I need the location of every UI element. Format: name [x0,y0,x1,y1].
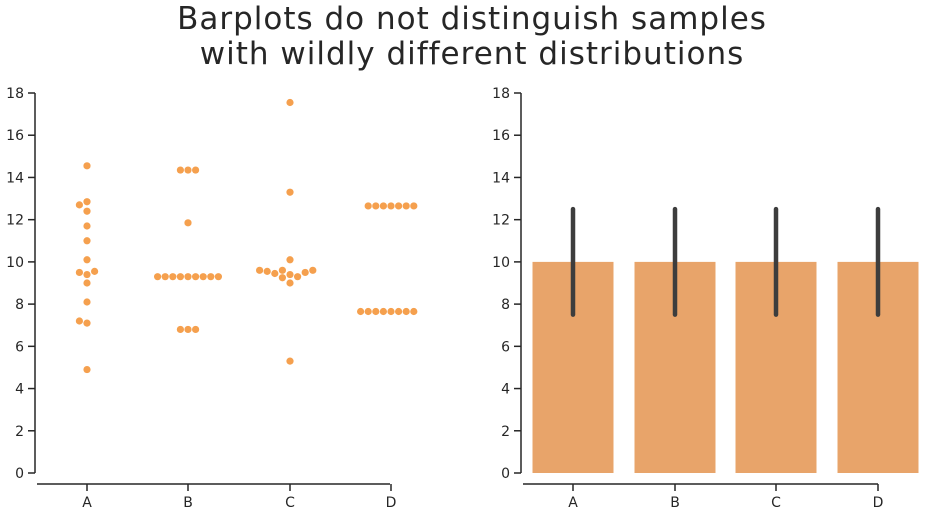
swarm-point-c [309,266,317,274]
swarm-point-d [387,307,395,316]
swarm-point-a [83,162,91,170]
swarm-point-a [83,365,91,374]
swarm-point-d [402,202,410,210]
swarm-point-c [278,274,286,282]
bar-y-tick-label: 0 [501,466,510,482]
swarm-point-d [395,307,403,316]
swarm-point-b [192,166,200,174]
title-line-2: with wildly different distributions [199,36,745,72]
swarm-point-d [402,307,410,316]
swarm-point-d [410,307,418,316]
swarm-point-a [83,207,91,215]
bar-y-tick-label: 2 [501,424,510,440]
bar-x-tick-label-b: B [670,495,680,511]
swarm-plot-axes: 0 2 4 6 8 10 12 14 16 18 A B C D [6,86,418,511]
swarm-point-c [286,357,294,365]
swarm-y-tick-label: 0 [15,466,24,482]
swarm-y-tick-label: 18 [6,86,24,102]
swarm-point-a [83,222,91,230]
bar-y-tick-label: 6 [501,339,510,355]
swarm-point-b [184,166,192,174]
bar-y-tick-label: 18 [492,86,510,102]
bar-y-tick-label: 4 [501,382,510,398]
bar-x-tick-label-d: D [873,495,884,511]
swarm-y-tick-label: 6 [15,339,24,355]
swarm-point-c [286,279,294,287]
swarm-point-c [301,268,309,277]
bar-y-tick-label: 8 [501,297,510,313]
swarm-point-d [379,307,387,316]
swarm-point-c [294,273,302,281]
bar-y-tick-label: 14 [492,170,510,186]
swarm-point-d [410,202,418,210]
swarm-y-tick-label: 16 [6,128,24,144]
swarm-point-d [357,307,365,316]
swarm-y-tick-label: 14 [6,170,24,186]
swarm-point-b [154,273,162,281]
swarm-point-b [214,273,222,281]
swarm-x-tick-label-d: D [386,495,397,511]
swarm-point-c [263,267,271,275]
swarm-point-c [286,270,294,279]
swarm-point-a [83,256,91,264]
swarm-point-a [83,270,91,279]
bar-y-tick-label: 10 [492,255,510,271]
bar-x-tick-label-c: C [771,495,781,511]
swarm-point-d [364,307,372,316]
swarm-point-d [372,307,380,316]
swarm-point-c [286,188,294,196]
swarm-point-b [161,273,169,281]
swarm-x-tick-label-b: B [183,495,193,511]
swarm-point-c [278,266,286,274]
swarm-point-c [286,256,294,264]
swarm-point-b [184,273,192,281]
swarm-point-a [83,198,91,206]
swarm-point-b [169,273,177,281]
swarm-point-c [271,269,279,278]
bar-plot-axes: 0 2 4 6 8 10 12 14 16 18 A B C D [492,86,919,511]
swarm-point-d [379,202,387,210]
swarm-point-d [372,202,380,210]
swarm-point-a [75,268,83,277]
swarm-y-tick-label: 4 [15,382,24,398]
swarm-y-tick-label: 10 [6,255,24,271]
swarm-point-a [75,317,83,325]
swarm-point-a [83,319,91,327]
swarm-point-b [176,166,184,174]
swarm-point-b [176,325,184,334]
swarm-point-c [286,98,294,107]
swarm-y-tick-label: 12 [6,213,24,229]
bar-y-tick-label: 16 [492,128,510,144]
swarm-y-tick-label: 2 [15,424,24,440]
swarm-point-a [83,298,91,306]
swarm-point-b [176,273,184,281]
swarm-point-a [83,237,91,245]
swarm-point-b [184,219,192,227]
swarm-point-b [199,273,207,281]
bar-x-tick-label-a: A [568,495,578,511]
swarm-point-d [395,202,403,210]
swarm-point-c [256,266,264,274]
swarm-y-tick-label: 8 [15,297,24,313]
swarm-point-b [207,273,215,281]
swarm-point-a [75,201,83,209]
swarm-x-tick-label-c: C [285,495,295,511]
swarm-x-tick-label-a: A [82,495,92,511]
title-line-1: Barplots do not distinguish samples [177,1,767,37]
swarm-point-a [91,267,99,275]
swarm-point-a [83,279,91,287]
swarm-point-d [364,202,372,210]
swarm-point-d [387,202,395,210]
swarm-point-b [184,325,192,334]
swarm-point-b [192,273,200,281]
bar-y-tick-label: 12 [492,213,510,229]
swarm-point-b [192,325,200,334]
